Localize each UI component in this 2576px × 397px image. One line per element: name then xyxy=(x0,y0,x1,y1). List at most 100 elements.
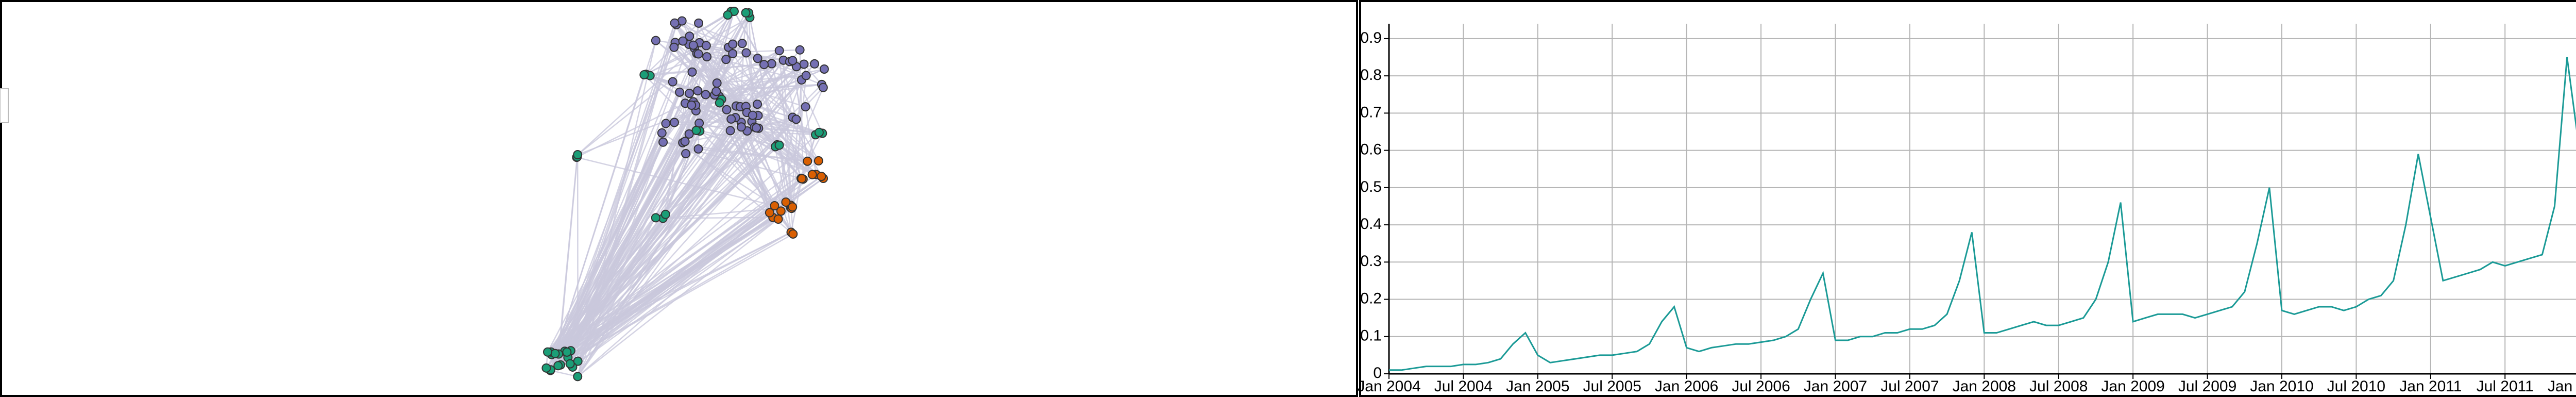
network-graph xyxy=(541,6,829,382)
edge xyxy=(550,119,797,353)
edge xyxy=(550,370,578,377)
panel-tab xyxy=(0,88,9,123)
node xyxy=(795,45,805,55)
edge xyxy=(557,157,578,354)
node xyxy=(691,125,701,135)
x-tick-label: Jul 2008 xyxy=(2029,378,2088,395)
node xyxy=(685,89,694,98)
node xyxy=(573,150,583,160)
y-tick-label: 0.3 xyxy=(1360,253,1382,270)
edge xyxy=(550,141,686,353)
x-tick-label: Jul 2010 xyxy=(2327,378,2385,395)
node xyxy=(765,208,774,218)
node xyxy=(660,209,670,219)
edge xyxy=(577,94,716,377)
x-tick-label: Jan 2005 xyxy=(1506,378,1569,395)
node xyxy=(702,52,712,62)
node xyxy=(781,197,791,207)
node xyxy=(725,126,735,136)
node xyxy=(688,40,698,50)
node xyxy=(741,8,751,18)
edge xyxy=(732,53,813,175)
node xyxy=(741,48,751,58)
edge xyxy=(554,231,792,354)
node xyxy=(788,56,798,65)
node xyxy=(687,101,697,110)
node xyxy=(774,140,784,150)
edge xyxy=(699,106,741,132)
edge xyxy=(564,160,819,352)
node xyxy=(701,41,711,51)
x-tick-label: Jan 2004 xyxy=(1357,378,1420,395)
node xyxy=(670,18,680,28)
node xyxy=(712,78,722,88)
edge xyxy=(694,47,797,120)
edge xyxy=(567,105,697,358)
x-tick-label: Jan 2012 xyxy=(2548,378,2576,395)
node xyxy=(807,170,817,179)
edge xyxy=(769,87,824,213)
node xyxy=(736,122,746,132)
node xyxy=(651,36,660,45)
edge xyxy=(778,145,792,233)
chart-panel xyxy=(1359,0,2576,397)
node xyxy=(675,87,685,97)
node xyxy=(541,363,551,373)
node xyxy=(723,10,733,20)
node xyxy=(681,149,691,159)
edge xyxy=(550,213,666,353)
node xyxy=(658,137,668,147)
edge xyxy=(735,117,779,220)
edge xyxy=(551,12,750,355)
edge xyxy=(550,201,787,371)
node xyxy=(810,59,820,69)
edge xyxy=(570,53,698,351)
node xyxy=(573,372,583,382)
edge xyxy=(792,134,817,207)
node xyxy=(801,71,811,80)
node xyxy=(737,39,747,48)
node xyxy=(680,137,690,146)
node xyxy=(543,347,553,357)
node xyxy=(693,144,703,154)
node xyxy=(791,114,801,124)
x-tick-label: Jul 2006 xyxy=(1732,378,1790,395)
node xyxy=(687,67,697,77)
node xyxy=(819,64,829,74)
node xyxy=(799,59,809,69)
edge xyxy=(566,60,793,353)
line-chart: 0 0.1 0.2 0.3 0.4 0.5 0.6 0.7 0.8 0.9 Jan 2004 Jul … xyxy=(1357,24,2576,395)
x-tick-label: Jan 2011 xyxy=(2399,378,2462,395)
edge xyxy=(739,12,747,107)
x-tick-label: Jan 2006 xyxy=(1655,378,1718,395)
node xyxy=(814,127,824,137)
node xyxy=(701,90,710,100)
x-tick-label: Jul 2005 xyxy=(1583,378,1641,395)
node xyxy=(797,174,807,184)
y-tick-label: 0.1 xyxy=(1360,327,1382,344)
node xyxy=(801,102,810,112)
edge xyxy=(577,156,775,207)
y-tick-label: 0 xyxy=(1373,365,1382,382)
node xyxy=(693,49,703,59)
y-tick-label: 0.2 xyxy=(1360,290,1382,307)
node xyxy=(753,54,762,63)
data-line xyxy=(1389,57,2576,371)
node xyxy=(767,59,776,69)
node xyxy=(788,202,798,212)
node xyxy=(684,129,694,139)
node xyxy=(668,77,677,87)
node xyxy=(715,98,724,108)
node xyxy=(669,118,679,127)
x-tick-label: Jan 2009 xyxy=(2101,378,2164,395)
node xyxy=(774,46,784,56)
edge xyxy=(550,178,802,353)
edge xyxy=(550,133,663,353)
edge xyxy=(771,63,802,179)
x-tick-label: Jul 2011 xyxy=(2477,378,2534,395)
edges xyxy=(546,10,825,377)
y-tick-label: 0.7 xyxy=(1360,104,1382,121)
node xyxy=(776,206,786,216)
